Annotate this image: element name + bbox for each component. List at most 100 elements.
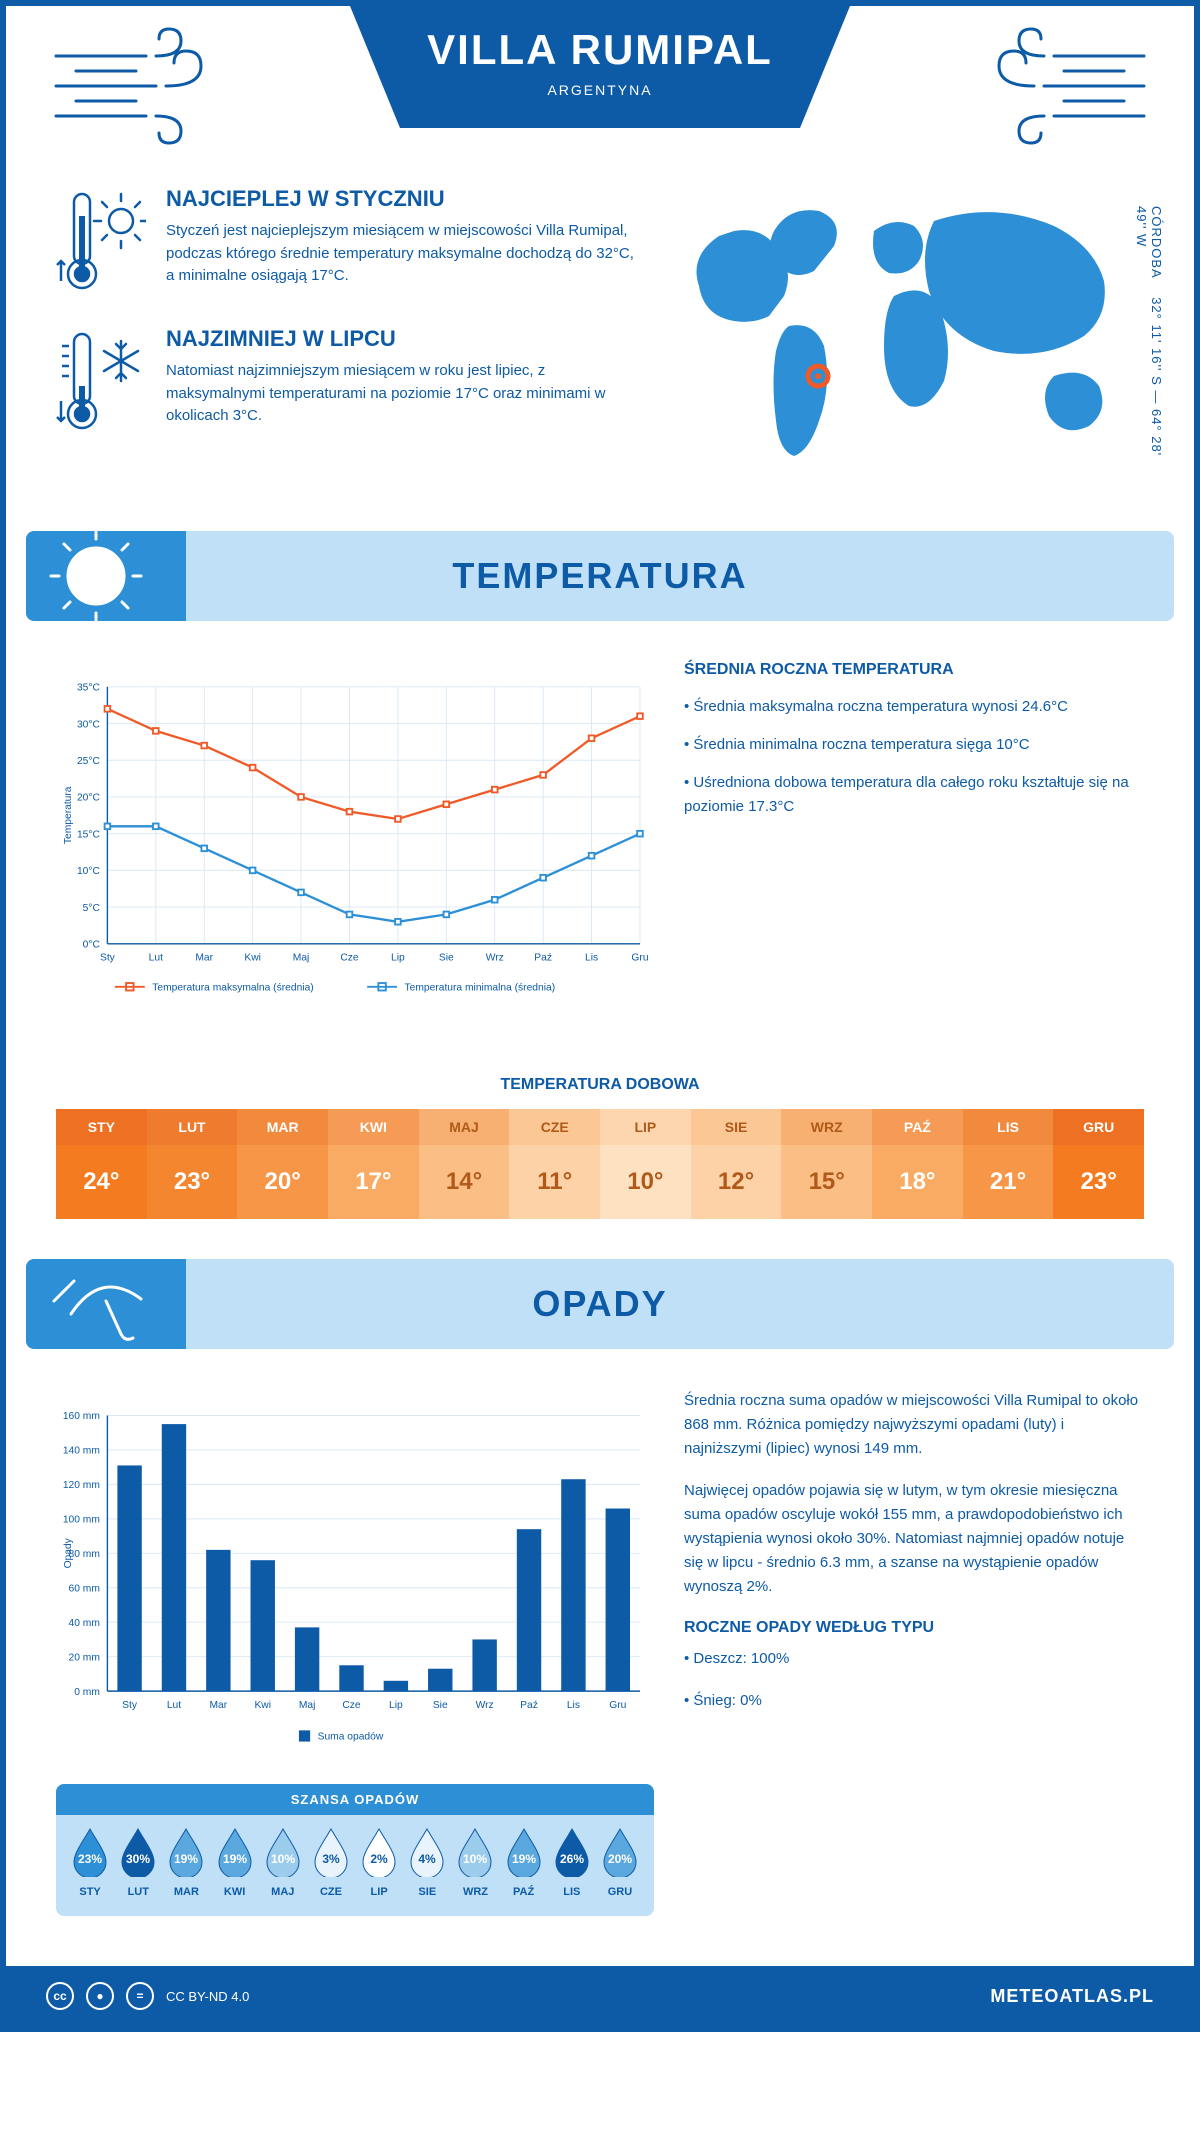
precip-facts: Średnia roczna suma opadów w miejscowośc… [684, 1389, 1144, 1916]
drop-item: 2%LIP [355, 1827, 403, 1898]
drop-item: 19%PAŹ [500, 1827, 548, 1898]
temp-cell: CZE11° [509, 1109, 600, 1219]
svg-text:Maj: Maj [299, 1700, 316, 1711]
footer: cc ● = CC BY-ND 4.0 METEOATLAS.PL [6, 1966, 1194, 2026]
hot-text: Styczeń jest najcieplejszym miesiącem w … [166, 220, 634, 288]
svg-text:35°C: 35°C [77, 683, 101, 694]
svg-text:Lut: Lut [149, 953, 163, 964]
temp-fact-1: • Średnia maksymalna roczna temperatura … [684, 695, 1144, 719]
svg-text:Kwi: Kwi [244, 953, 261, 964]
title-banner: VILLA RUMIPAL ARGENTYNA [350, 6, 850, 128]
svg-text:Temperatura maksymalna (średni: Temperatura maksymalna (średnia) [152, 983, 313, 994]
nd-icon: = [126, 1982, 154, 2010]
temp-cell: PAŹ18° [872, 1109, 963, 1219]
temp-cell: SIE12° [691, 1109, 782, 1219]
svg-text:Paź: Paź [520, 1700, 538, 1711]
svg-text:25°C: 25°C [77, 756, 101, 767]
svg-text:Temperatura minimalna (średnia: Temperatura minimalna (średnia) [405, 983, 556, 994]
chance-title: SZANSA OPADÓW [56, 1784, 654, 1815]
intro-row: NAJCIEPLEJ W STYCZNIU Styczeń jest najci… [6, 156, 1194, 501]
svg-text:Mar: Mar [210, 1700, 228, 1711]
svg-text:Gru: Gru [631, 953, 648, 964]
svg-text:40 mm: 40 mm [69, 1618, 100, 1629]
svg-text:Cze: Cze [340, 953, 359, 964]
svg-text:Lip: Lip [389, 1700, 403, 1711]
drop-item: 10%MAJ [259, 1827, 307, 1898]
country-label: ARGENTYNA [410, 82, 790, 98]
svg-text:5°C: 5°C [83, 903, 101, 914]
svg-text:19%: 19% [512, 1852, 536, 1866]
facts-column: NAJCIEPLEJ W STYCZNIU Styczeń jest najci… [56, 186, 634, 471]
svg-text:2%: 2% [370, 1852, 388, 1866]
svg-text:20%: 20% [608, 1852, 632, 1866]
temp-fact-2: • Średnia minimalna roczna temperatura s… [684, 733, 1144, 757]
svg-text:Sie: Sie [439, 953, 454, 964]
precip-heading: OPADY [532, 1283, 667, 1325]
daily-temp-title: TEMPERATURA DOBOWA [6, 1076, 1194, 1094]
precip-p1: Średnia roczna suma opadów w miejscowośc… [684, 1389, 1144, 1461]
svg-text:19%: 19% [223, 1852, 247, 1866]
svg-text:30°C: 30°C [77, 719, 101, 730]
precip-section: 0 mm20 mm40 mm60 mm80 mm100 mm120 mm140 … [6, 1349, 1194, 1936]
hot-title: NAJCIEPLEJ W STYCZNIU [166, 186, 634, 212]
precip-type-title: ROCZNE OPADY WEDŁUG TYPU [684, 1619, 1144, 1637]
svg-text:15°C: 15°C [77, 829, 101, 840]
sun-icon [26, 531, 186, 621]
svg-text:Maj: Maj [293, 953, 310, 964]
svg-text:Suma opadów: Suma opadów [318, 1732, 384, 1743]
temp-cell: LUT23° [147, 1109, 238, 1219]
precip-banner: OPADY [26, 1259, 1174, 1349]
drops-row: 23%STY30%LUT19%MAR19%KWI10%MAJ3%CZE2%LIP… [56, 1815, 654, 1902]
svg-text:Sty: Sty [122, 1700, 138, 1711]
svg-text:0°C: 0°C [83, 940, 101, 951]
svg-text:19%: 19% [174, 1852, 198, 1866]
drop-item: 3%CZE [307, 1827, 355, 1898]
temp-fact-3: • Uśredniona dobowa temperatura dla całe… [684, 771, 1144, 819]
svg-text:Sie: Sie [433, 1700, 448, 1711]
svg-text:20 mm: 20 mm [69, 1652, 100, 1663]
temp-cell: LIS21° [963, 1109, 1054, 1219]
cc-icon: cc [46, 1982, 74, 2010]
coords-label: CÓRDOBA 32° 11' 16'' S — 64° 28' 49'' W [1134, 206, 1164, 471]
svg-text:Kwi: Kwi [254, 1700, 271, 1711]
temp-cell: GRU23° [1053, 1109, 1144, 1219]
temp-cell: WRZ15° [781, 1109, 872, 1219]
world-map [664, 186, 1144, 466]
precip-bar-chart: 0 mm20 mm40 mm60 mm80 mm100 mm120 mm140 … [56, 1389, 654, 1769]
license-text: CC BY-ND 4.0 [166, 1989, 249, 2004]
svg-text:3%: 3% [322, 1852, 340, 1866]
svg-text:10%: 10% [271, 1852, 295, 1866]
drop-item: 23%STY [66, 1827, 114, 1898]
drop-item: 26%LIS [548, 1827, 596, 1898]
cold-text: Natomiast najzimniejszym miesiącem w rok… [166, 360, 634, 428]
temp-facts-title: ŚREDNIA ROCZNA TEMPERATURA [684, 661, 1144, 679]
drop-item: 19%MAR [162, 1827, 210, 1898]
hot-fact: NAJCIEPLEJ W STYCZNIU Styczeń jest najci… [56, 186, 634, 296]
svg-text:Wrz: Wrz [486, 953, 504, 964]
precip-chance-box: SZANSA OPADÓW 23%STY30%LUT19%MAR19%KWI10… [56, 1784, 654, 1916]
footer-license: cc ● = CC BY-ND 4.0 [46, 1982, 249, 2010]
svg-text:140 mm: 140 mm [63, 1446, 100, 1457]
svg-text:Gru: Gru [609, 1700, 626, 1711]
temperature-facts: ŚREDNIA ROCZNA TEMPERATURA • Średnia mak… [684, 661, 1144, 1026]
temp-cell: STY24° [56, 1109, 147, 1219]
map-column: CÓRDOBA 32° 11' 16'' S — 64° 28' 49'' W [664, 186, 1144, 471]
svg-text:120 mm: 120 mm [63, 1480, 100, 1491]
cold-title: NAJZIMNIEJ W LIPCU [166, 326, 634, 352]
svg-text:Paź: Paź [534, 953, 552, 964]
wind-icon-left [46, 26, 226, 146]
by-icon: ● [86, 1982, 114, 2010]
svg-text:Lis: Lis [585, 953, 598, 964]
svg-text:10%: 10% [463, 1852, 487, 1866]
thermometer-snow-icon [56, 326, 146, 436]
page-title: VILLA RUMIPAL [410, 26, 790, 74]
drop-item: 4%SIE [403, 1827, 451, 1898]
svg-text:Temperatura: Temperatura [63, 786, 74, 844]
svg-text:Lut: Lut [167, 1700, 181, 1711]
cold-fact: NAJZIMNIEJ W LIPCU Natomiast najzimniejs… [56, 326, 634, 436]
daily-temp-table: STY24°LUT23°MAR20°KWI17°MAJ14°CZE11°LIP1… [56, 1109, 1144, 1219]
temp-cell: MAJ14° [419, 1109, 510, 1219]
precip-type-1: • Deszcz: 100% [684, 1647, 1144, 1671]
svg-text:60 mm: 60 mm [69, 1583, 100, 1594]
footer-site[interactable]: METEOATLAS.PL [990, 1986, 1154, 2007]
